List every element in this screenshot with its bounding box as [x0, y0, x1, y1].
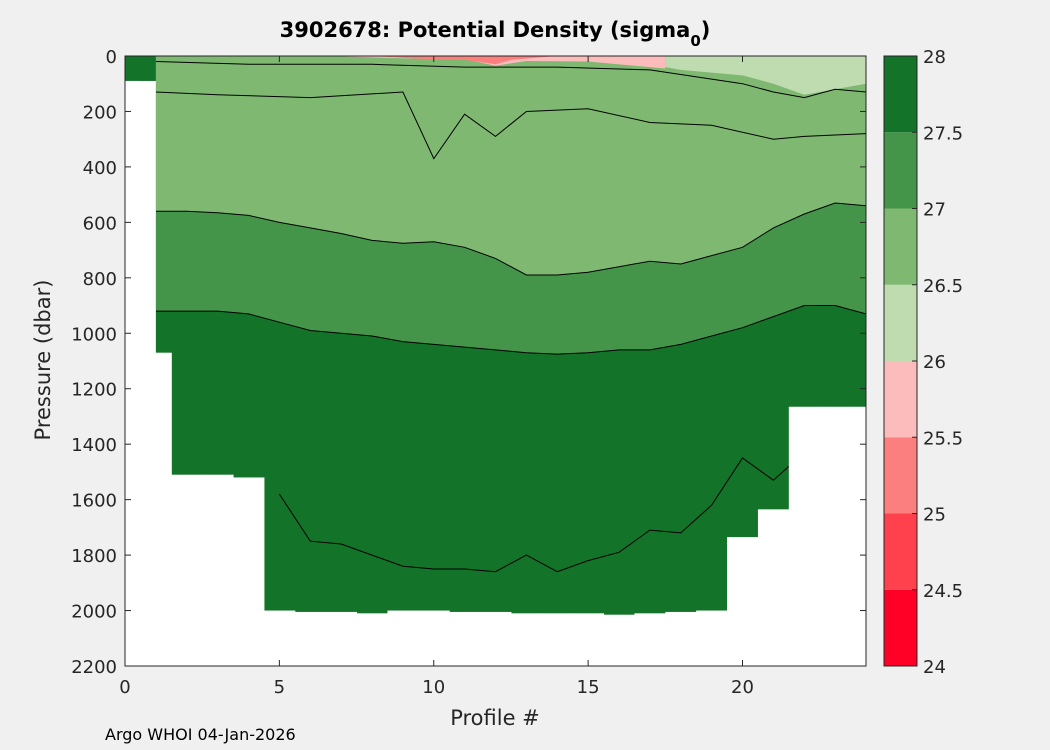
y-axis-label: Pressure (dbar) [31, 280, 55, 441]
colorbar-tick-label: 24.5 [923, 581, 963, 602]
colorbar-tick-label: 25.5 [923, 428, 963, 449]
surface-mid-band [372, 56, 558, 65]
y-tick-label: 2200 [71, 657, 117, 678]
colorbar-tick-label: 26 [923, 352, 946, 373]
y-tick-label: 1400 [71, 435, 117, 456]
y-tick-label: 200 [83, 102, 117, 123]
no-data-region [233, 477, 265, 666]
footer-credit: Argo WHOI 04-Jan-2026 [105, 725, 296, 744]
colorbar-segment [884, 208, 917, 285]
band-26-26.5 [665, 56, 866, 95]
no-data-region [171, 474, 203, 666]
chart-title: 3902678: Potential Density (sigma0) [280, 18, 711, 50]
no-data-region [541, 613, 574, 666]
colorbar: 24 24.5 25 25.5 26 26.5 27 27.5 28 [883, 47, 963, 678]
no-data-region [294, 611, 327, 666]
colorbar-tick-label: 27.5 [923, 123, 963, 144]
no-data-mask [125, 80, 866, 666]
y-tick-label: 2000 [71, 602, 117, 623]
y-tick-label: 600 [83, 213, 117, 234]
x-tick-label: 5 [274, 677, 285, 698]
isopycnal-27.5 [155, 305, 866, 355]
x-tick-label: 0 [119, 677, 130, 698]
colorbar-segment [884, 589, 917, 666]
contour-lines [155, 61, 866, 573]
no-data-region [510, 613, 543, 666]
y-tick-label: 1600 [71, 491, 117, 512]
plot-area [124, 55, 867, 667]
no-data-region [757, 509, 790, 666]
no-data-region [418, 610, 450, 666]
x-tick-label: 15 [577, 677, 600, 698]
colorbar-segment [884, 513, 917, 590]
no-data-region [387, 610, 419, 666]
no-data-region [634, 613, 666, 666]
colorbar-segment [884, 361, 917, 438]
no-data-region [819, 406, 852, 666]
x-axis: 0 5 10 15 20 [119, 56, 754, 698]
x-axis-label: Profile # [450, 706, 540, 730]
colorbar-tick-label: 25 [923, 505, 946, 526]
plot-border [124, 55, 867, 667]
x-tick-label: 10 [422, 677, 445, 698]
no-data-region [449, 611, 481, 666]
colorbar-tick-label: 26.5 [923, 276, 963, 297]
y-tick-label: 1800 [71, 546, 117, 567]
no-data-region [480, 611, 512, 666]
no-data-region [603, 614, 635, 666]
colorbar-segment [884, 132, 917, 209]
colorbar-tick-label: 24 [923, 657, 946, 678]
colorbar-tick-label: 28 [923, 47, 946, 68]
upper-contour-1 [155, 61, 866, 99]
colorbar-tick-label: 27 [923, 200, 946, 221]
y-tick-label: 400 [83, 158, 117, 179]
y-axis: 0 200 400 600 800 1000 1200 1400 1600 1800 2000 220… [71, 47, 866, 678]
y-tick-label: 800 [83, 269, 117, 290]
no-data-region [125, 80, 156, 666]
isopycnal-27 [155, 202, 866, 276]
upper-contour-0 [155, 91, 866, 160]
colorbar-segment [884, 437, 917, 514]
colorbar-segment [884, 284, 917, 361]
no-data-region [325, 611, 358, 666]
no-data-region [202, 474, 234, 666]
isopycnal-27.75 [278, 452, 805, 573]
no-data-region [572, 613, 605, 666]
no-data-region [263, 610, 296, 666]
no-data-region [356, 613, 388, 666]
no-data-region [727, 537, 759, 666]
no-data-region [850, 406, 866, 666]
y-tick-label: 1000 [71, 324, 117, 345]
band-26.5-27 [155, 56, 866, 275]
no-data-region [665, 611, 697, 666]
no-data-region [696, 610, 728, 666]
y-tick-label: 0 [106, 47, 117, 68]
x-tick-label: 20 [731, 677, 754, 698]
colorbar-segment [884, 56, 917, 133]
y-tick-label: 1200 [71, 380, 117, 401]
no-data-region [788, 406, 821, 666]
